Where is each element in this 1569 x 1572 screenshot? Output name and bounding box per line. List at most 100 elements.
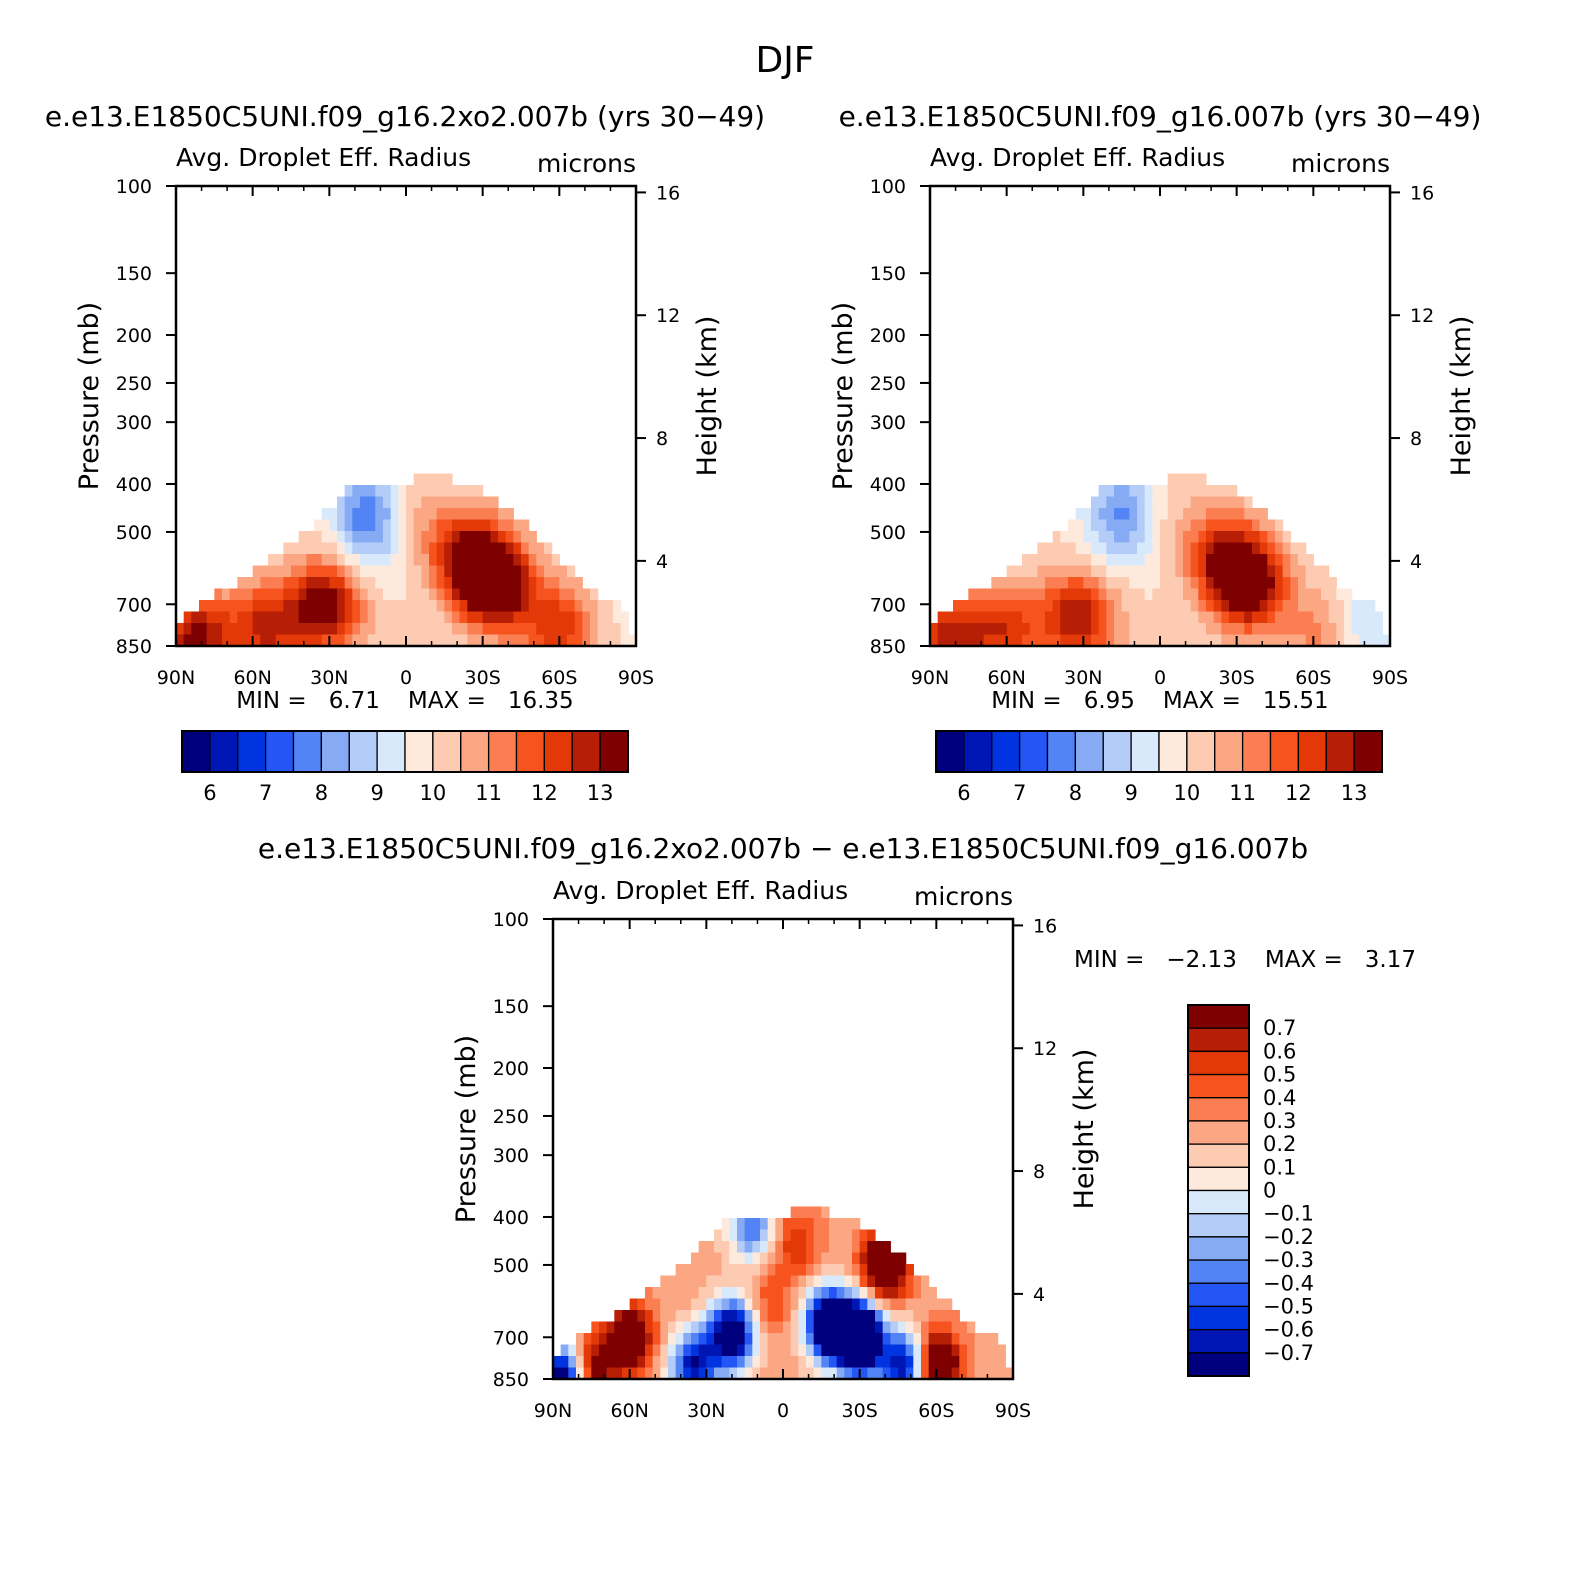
field-cell <box>1344 588 1353 601</box>
y-tick-label: 400 <box>493 1207 529 1229</box>
field-cell <box>1137 600 1146 613</box>
y-tick-label: 400 <box>870 474 906 496</box>
field-cell <box>867 1344 876 1357</box>
y-right-tick-label: 12 <box>1033 1038 1057 1060</box>
colorbar-label: 0.4 <box>1263 1086 1296 1110</box>
field-cell <box>352 565 361 578</box>
x-tick-label: 60S <box>541 667 577 689</box>
field-cell <box>836 1275 845 1288</box>
field-cell <box>844 1241 853 1254</box>
field-cell <box>390 565 399 578</box>
y-right-tick-label: 4 <box>1410 551 1422 573</box>
field-cell <box>859 1310 868 1323</box>
field-cell <box>844 1367 853 1380</box>
field-cell <box>1213 611 1222 624</box>
field-cell <box>953 623 962 636</box>
field-cell <box>898 1252 907 1265</box>
field-cell <box>1037 611 1046 624</box>
field-cell <box>1259 542 1268 555</box>
field-cell <box>882 1321 891 1334</box>
field-cell <box>475 634 484 647</box>
field-cell <box>652 1287 661 1300</box>
x-tick-label: 30S <box>842 1400 878 1422</box>
field-cell <box>882 1264 891 1277</box>
field-cell <box>291 588 300 601</box>
field-cell <box>959 1356 968 1369</box>
field-cell <box>1091 542 1100 555</box>
field-cell <box>398 496 407 509</box>
field-cell <box>429 565 438 578</box>
field-cell <box>429 588 438 601</box>
field-cell <box>383 623 392 636</box>
field-cell <box>1022 623 1031 636</box>
field-cell <box>767 1287 776 1300</box>
field-cell <box>683 1275 692 1288</box>
field-cell <box>1144 519 1153 532</box>
field-cell <box>1221 588 1230 601</box>
field-cell <box>1083 531 1092 544</box>
field-cell <box>383 542 392 555</box>
field-cell <box>521 600 530 613</box>
field-cell <box>1267 623 1276 636</box>
field-cell <box>1198 634 1207 647</box>
field-cell <box>1114 634 1123 647</box>
field-cell <box>452 565 461 578</box>
field-cell <box>436 485 445 498</box>
field-cell <box>421 634 430 647</box>
field-cell <box>890 1367 899 1380</box>
field-cell <box>444 588 453 601</box>
y-tick-label: 500 <box>116 522 152 544</box>
field-cell <box>1175 588 1184 601</box>
field-cell <box>360 496 369 509</box>
field-cell <box>421 565 430 578</box>
field-cell <box>1259 611 1268 624</box>
field-cell <box>928 1298 937 1311</box>
field-cell <box>859 1367 868 1380</box>
field-cell <box>329 531 338 544</box>
field-cell <box>829 1333 838 1346</box>
field-cell <box>1014 577 1023 590</box>
field-cell <box>691 1310 700 1323</box>
field-cell <box>459 531 468 544</box>
field-cell <box>1167 577 1176 590</box>
field-cell <box>898 1287 907 1300</box>
field-cell <box>867 1252 876 1265</box>
field-cell <box>1198 473 1207 486</box>
field-cell <box>606 1356 615 1369</box>
field-cell <box>421 554 430 567</box>
field-cell <box>1183 588 1192 601</box>
field-cell <box>898 1275 907 1288</box>
field-cell <box>875 1298 884 1311</box>
field-cell <box>505 588 514 601</box>
field-cell <box>790 1229 799 1242</box>
field-cell <box>1206 554 1215 567</box>
field-cell <box>337 542 346 555</box>
field-cell <box>721 1264 730 1277</box>
field-cell <box>1068 542 1077 555</box>
field-cell <box>1198 542 1207 555</box>
field-cell <box>567 600 576 613</box>
field-cell <box>567 623 576 636</box>
field-cell <box>859 1298 868 1311</box>
field-cell <box>467 634 476 647</box>
x-tick-label: 30N <box>687 1400 725 1422</box>
field-cell <box>852 1264 861 1277</box>
field-cell <box>960 611 969 624</box>
field-cell <box>429 611 438 624</box>
field-cell <box>645 1310 654 1323</box>
field-cell <box>245 577 254 590</box>
field-cell <box>452 600 461 613</box>
colorbar-swatch <box>1187 1166 1250 1192</box>
field-cell <box>844 1298 853 1311</box>
field-cell <box>698 1321 707 1334</box>
field-cell <box>675 1333 684 1346</box>
field-cell <box>1152 588 1161 601</box>
field-cell <box>398 531 407 544</box>
field-cell <box>1037 554 1046 567</box>
field-cell <box>421 473 430 486</box>
field-cell <box>337 577 346 590</box>
field-cell <box>183 611 192 624</box>
x-tick-label: 90S <box>618 667 654 689</box>
field-cell <box>652 1298 661 1311</box>
field-cell <box>337 634 346 647</box>
